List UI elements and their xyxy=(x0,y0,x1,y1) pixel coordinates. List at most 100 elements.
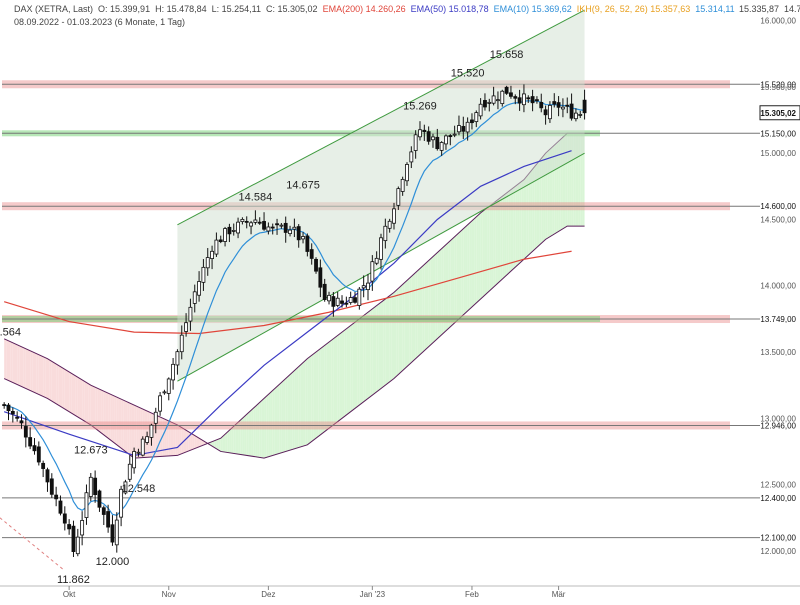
cloud-segment xyxy=(257,402,260,458)
cloud-segment xyxy=(441,246,444,335)
candle-body xyxy=(309,249,314,259)
candle-body xyxy=(41,462,46,469)
candle-body xyxy=(28,437,33,447)
candle-body xyxy=(75,536,80,555)
cloud-segment xyxy=(160,416,163,457)
channel-fill xyxy=(177,10,585,382)
cloud-segment xyxy=(196,436,200,448)
cloud-segment xyxy=(445,242,449,331)
header-field: C: 15.305,02 xyxy=(266,4,318,14)
cloud-segment xyxy=(450,238,453,327)
candle-body xyxy=(210,250,214,259)
candle-body xyxy=(535,99,539,102)
candle-body xyxy=(496,99,500,102)
cloud-segment xyxy=(497,197,501,284)
cloud-segment xyxy=(439,248,442,337)
cloud-segment xyxy=(47,358,50,400)
candle-body xyxy=(171,363,176,381)
candle-body xyxy=(231,230,236,232)
cloud-segment xyxy=(8,340,11,382)
candle-body xyxy=(114,519,119,546)
cloud-segment xyxy=(435,252,438,341)
cloud-segment xyxy=(580,133,583,227)
candle-body xyxy=(470,119,474,124)
cloud-segment xyxy=(58,365,61,407)
candle-body xyxy=(288,229,292,235)
header-line-2: 08.09.2022 - 01.03.2023 (6 Monate, 1 Tag… xyxy=(14,17,185,27)
candle-body xyxy=(23,426,28,438)
cloud-segment xyxy=(372,307,375,396)
cloud-segment xyxy=(248,410,252,457)
cloud-segment xyxy=(49,359,52,402)
cloud-segment xyxy=(53,362,57,404)
cloud-segment xyxy=(510,187,514,272)
cloud-segment xyxy=(279,382,282,454)
cloud-segment xyxy=(64,369,67,411)
cloud-segment xyxy=(97,388,100,432)
cloud-segment xyxy=(292,370,295,450)
candle-body xyxy=(335,297,340,306)
cloud-segment xyxy=(199,438,202,447)
candle-body xyxy=(543,109,548,116)
level-label: 12.400,00 xyxy=(760,494,796,503)
y-axis: 16.000,00 15.500,00 15.000,00 14.500,00 14.0… xyxy=(759,17,800,556)
cloud-segment xyxy=(32,351,35,393)
cloud-segment xyxy=(300,362,304,447)
cloud-segment xyxy=(75,375,78,417)
candle-body xyxy=(357,288,362,306)
x-tick-label: Jan '23 xyxy=(360,590,386,599)
header-field: O: 15.399,91 xyxy=(98,4,150,14)
candle-body xyxy=(556,102,561,108)
cloud-segment xyxy=(480,211,483,299)
candle-body xyxy=(305,235,310,252)
candle-body xyxy=(435,136,440,150)
candle-body xyxy=(314,258,318,272)
level-label-bg xyxy=(760,419,800,432)
cloud-segment xyxy=(179,426,182,455)
header-field: IKH(9, 26, 52, 26) 15.357,63 xyxy=(577,4,691,14)
x-axis: Okt Nov Dez Jan '23 Feb Mär xyxy=(0,585,800,599)
candle-body xyxy=(539,101,544,109)
cloud-segment xyxy=(400,284,403,373)
cloud-segment xyxy=(144,410,148,458)
cloud-segment xyxy=(99,389,102,434)
header-field: EMA(10) 15.369,62 xyxy=(494,4,572,14)
cloud-segment xyxy=(348,325,351,414)
candle-body xyxy=(448,135,453,138)
cloud-segment xyxy=(240,418,243,455)
candle-body xyxy=(132,451,137,469)
header-field: 14.725,04 xyxy=(784,4,800,14)
cloud-segment xyxy=(376,303,379,392)
candle-body xyxy=(444,135,448,145)
cloud-segment xyxy=(66,370,70,412)
cloud-segment xyxy=(329,340,332,429)
peak-label: 12.548 xyxy=(122,483,156,495)
cloud-segment xyxy=(296,366,299,449)
cloud-segment xyxy=(105,392,109,439)
x-tick-label: Mär xyxy=(552,590,566,599)
y-tick-label: 13.000,00 xyxy=(760,414,796,423)
cloud-segment xyxy=(255,404,258,458)
candle-body xyxy=(101,507,106,515)
candle-body xyxy=(400,178,405,192)
cloud-segment xyxy=(396,288,399,377)
cloud-segment xyxy=(287,374,291,451)
cloud-segment xyxy=(12,342,15,384)
candle-body xyxy=(15,416,20,419)
cloud-segment xyxy=(168,420,171,456)
cloud-segment xyxy=(40,355,44,397)
cloud-segment xyxy=(90,385,93,427)
cloud-segment xyxy=(114,396,117,445)
candle-body xyxy=(465,121,470,133)
cloud-segment xyxy=(517,183,520,266)
cloud-segment xyxy=(79,378,83,420)
cloud-segment xyxy=(86,382,89,424)
candle-body xyxy=(361,285,366,289)
candle-body xyxy=(504,86,509,94)
cloud-segment xyxy=(469,220,472,309)
level-label: 14.600,00 xyxy=(760,202,796,211)
cloud-segment xyxy=(298,364,301,448)
cloud-segment xyxy=(62,367,65,410)
cloud-segment xyxy=(504,192,507,278)
candle-body xyxy=(236,221,240,234)
